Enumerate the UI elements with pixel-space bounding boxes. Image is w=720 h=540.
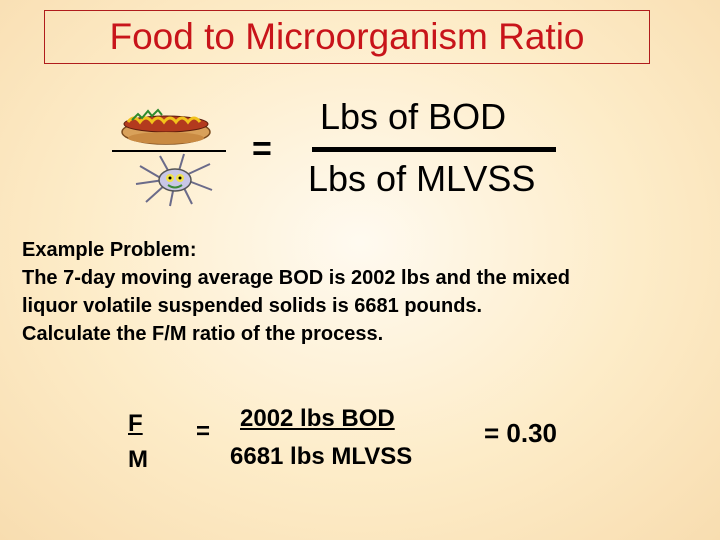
calc-equals: =	[196, 418, 211, 445]
calc-m-letter: M	[128, 446, 148, 473]
problem-line: The 7-day moving average BOD is 2002 lbs…	[22, 267, 570, 289]
microbe-icon	[135, 153, 213, 207]
problem-line: Calculate the F/M ratio of the process.	[22, 323, 384, 345]
calc-result: = 0.30	[484, 418, 558, 448]
problem-line: liquor volatile suspended solids is 6681…	[22, 295, 483, 317]
slide-title: Food to Microorganism Ratio	[109, 16, 585, 57]
hotdog-icon	[121, 108, 211, 145]
example-problem: Example Problem: The 7-day moving averag…	[22, 236, 702, 348]
calc-denominator: 6681 lbs MLVSS	[230, 443, 413, 470]
formula-numerator: Lbs of BOD	[320, 96, 507, 137]
calc-numerator: 2002 lbs BOD	[240, 405, 395, 432]
calc-f-letter: F	[128, 410, 143, 437]
word-fraction-line	[112, 150, 226, 152]
formula-denominator: Lbs of MLVSS	[308, 158, 536, 199]
formula-equals: =	[252, 130, 272, 168]
problem-heading: Example Problem:	[22, 239, 197, 261]
title-box: Food to Microorganism Ratio	[44, 10, 650, 64]
formula-fraction-bar	[312, 147, 556, 152]
